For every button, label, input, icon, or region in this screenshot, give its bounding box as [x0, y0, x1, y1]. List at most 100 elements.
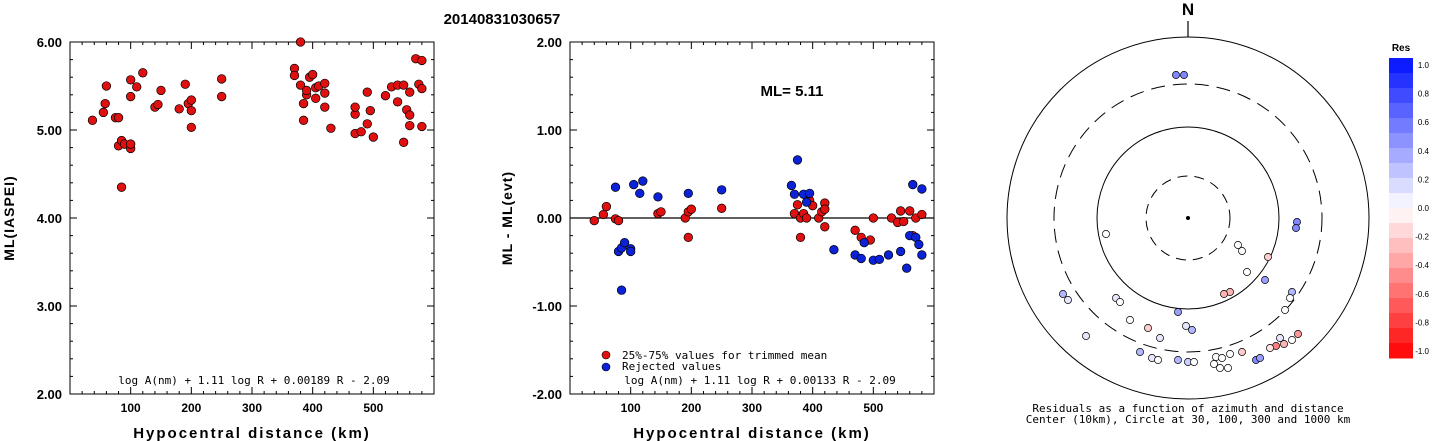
data-point [417, 121, 427, 132]
data-point [113, 113, 124, 123]
colorbar-cell [1389, 103, 1413, 119]
colorbar-cell [1389, 268, 1413, 284]
data-point [399, 80, 409, 90]
legend-label-rejected: Rejected values [622, 360, 721, 373]
data-point [100, 98, 110, 109]
data-point [874, 254, 885, 265]
data-point [362, 119, 372, 129]
magnitude-vs-distance-plot: ML(IASPEI) Hypocentral distance (km) log… [1, 35, 435, 441]
data-point [895, 206, 906, 216]
data-point [686, 204, 696, 214]
station-point [1190, 358, 1198, 366]
data-point [392, 97, 403, 107]
colorbar-cell [1389, 283, 1413, 299]
x-tick-label: 500 [363, 401, 383, 415]
data-point [87, 115, 98, 125]
legend-marker-rejected [601, 362, 611, 372]
data-point [186, 95, 196, 105]
station-point [1281, 306, 1289, 314]
station-point [1234, 241, 1242, 249]
station-point [1172, 71, 1180, 79]
station-point [1218, 354, 1226, 362]
data-point [610, 182, 621, 192]
data-point [405, 120, 415, 131]
x-tick-label: 400 [803, 401, 823, 415]
data-point [380, 91, 391, 101]
station-point [1102, 230, 1110, 238]
data-point [138, 68, 148, 78]
y-tick-label: -2.00 [532, 387, 562, 402]
data-point [217, 91, 227, 102]
station-point [1280, 340, 1288, 348]
axis-ticks: 100 200 300 400 500 -2.00 -1.00 0.00 1.00 2.00 [532, 35, 934, 415]
data-point [792, 200, 803, 210]
data-point [613, 215, 624, 226]
legend-label-trimmed: 25%-75% values for trimmed mean [622, 349, 827, 362]
y-tick-label: 2.00 [537, 35, 562, 50]
data-point [717, 185, 727, 195]
data-point [786, 180, 797, 191]
legend-marker-trimmed [601, 350, 611, 360]
data-point [98, 107, 109, 118]
station-points [1059, 71, 1302, 372]
data-point [804, 188, 815, 199]
data-point [132, 82, 142, 92]
y-axis-label: ML - ML(evt) [499, 171, 515, 265]
colorbar-cell [1389, 58, 1413, 74]
data-point [368, 132, 378, 142]
data-point [289, 70, 300, 81]
data-point [298, 98, 309, 109]
x-tick-label: 100 [121, 401, 141, 415]
data-point [589, 215, 599, 226]
colorbar-cell [1389, 328, 1413, 344]
circle-1000km [1006, 36, 1370, 400]
data-point [126, 139, 136, 149]
data-point [801, 213, 812, 223]
colorbar-cell [1389, 298, 1413, 314]
x-axis-label: Hypocentral distance (km) [633, 425, 871, 441]
colorbar-tick-label: 0.8 [1418, 90, 1430, 99]
data-point [365, 105, 375, 116]
y-tick-label: 5.00 [37, 123, 62, 138]
y-tick-label: 0.00 [537, 211, 562, 226]
station-point [1238, 247, 1246, 255]
x-tick-label: 300 [242, 401, 262, 415]
station-point [1286, 294, 1294, 302]
colorbar-cells [1389, 58, 1413, 359]
data-point [820, 222, 830, 232]
y-tick-label: 4.00 [37, 211, 62, 226]
data-point [417, 55, 427, 66]
colorbar-cell [1389, 163, 1413, 179]
data-point [635, 188, 645, 199]
data-point [362, 87, 372, 97]
x-tick-label: 100 [621, 401, 641, 415]
station-point [1064, 296, 1072, 304]
data-point [320, 88, 330, 98]
data-point [126, 91, 136, 102]
colorbar-cell [1389, 133, 1413, 149]
y-tick-label: -1.00 [532, 299, 562, 314]
data-point [638, 176, 648, 186]
data-point [683, 232, 693, 243]
data-point [902, 263, 912, 273]
station-point [1256, 354, 1264, 362]
x-tick-label: 400 [303, 401, 323, 415]
circle-100km [1096, 126, 1280, 310]
colorbar-tick-label: 0.0 [1418, 204, 1430, 213]
colorbar-tick-label: -0.2 [1415, 233, 1429, 242]
station-point [1154, 356, 1162, 364]
colorbar-cell [1389, 73, 1413, 89]
data-point [601, 201, 612, 212]
data-point [174, 104, 184, 114]
y-tick-label: 1.00 [537, 123, 562, 138]
station-point [1264, 253, 1272, 261]
station-point [1174, 356, 1182, 364]
data-point [908, 179, 918, 190]
station-point [1126, 316, 1134, 324]
data-point [186, 122, 196, 133]
station-point [1156, 334, 1164, 342]
data-points [589, 155, 927, 295]
north-label: N [1182, 0, 1194, 19]
colorbar-cell [1389, 223, 1413, 239]
data-point [311, 93, 321, 103]
